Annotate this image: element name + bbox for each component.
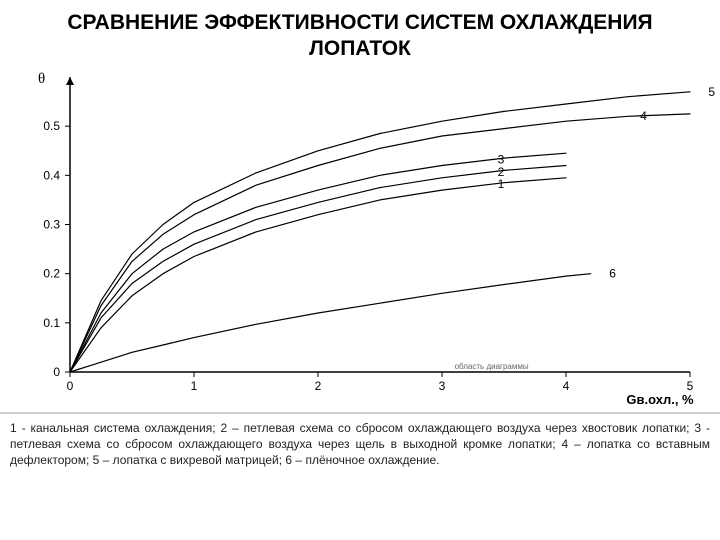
curve-label-4: 4 bbox=[640, 109, 647, 123]
y-tick-label: 0.1 bbox=[43, 315, 60, 329]
x-tick-label: 5 bbox=[687, 379, 694, 393]
y-tick-label: 0.3 bbox=[43, 217, 60, 231]
page-title: СРАВНЕНИЕ ЭФФЕКТИВНОСТИ СИСТЕМ ОХЛАЖДЕНИ… bbox=[0, 0, 720, 67]
x-tick-label: 4 bbox=[563, 379, 570, 393]
x-tick-label: 1 bbox=[191, 379, 198, 393]
curve-label-3: 3 bbox=[498, 152, 505, 166]
curve-label-5: 5 bbox=[708, 84, 715, 98]
curve-label-2: 2 bbox=[498, 164, 505, 178]
curve-4 bbox=[70, 113, 690, 371]
curve-3 bbox=[70, 153, 566, 372]
diagram-note: область диаграммы bbox=[455, 362, 529, 371]
y-tick-label: 0 bbox=[53, 365, 60, 379]
y-tick-label: 0.5 bbox=[43, 119, 60, 133]
legend-caption: 1 - канальная система охлаждения; 2 – пе… bbox=[0, 412, 720, 473]
efficiency-chart: 01234500.10.20.30.40.5θGв.охл., %123456о… bbox=[0, 67, 720, 412]
x-tick-label: 0 bbox=[67, 379, 74, 393]
x-axis-label: Gв.охл., % bbox=[626, 392, 694, 407]
curve-label-6: 6 bbox=[609, 266, 616, 280]
y-axis-arrow bbox=[66, 77, 74, 85]
y-tick-label: 0.2 bbox=[43, 266, 60, 280]
y-axis-label: θ bbox=[38, 71, 45, 87]
curve-label-1: 1 bbox=[498, 177, 505, 191]
chart-container: 01234500.10.20.30.40.5θGв.охл., %123456о… bbox=[0, 67, 720, 412]
y-tick-label: 0.4 bbox=[43, 168, 60, 182]
curve-6 bbox=[70, 273, 591, 371]
x-tick-label: 2 bbox=[315, 379, 322, 393]
curve-5 bbox=[70, 91, 690, 371]
x-tick-label: 3 bbox=[439, 379, 446, 393]
curve-2 bbox=[70, 165, 566, 372]
